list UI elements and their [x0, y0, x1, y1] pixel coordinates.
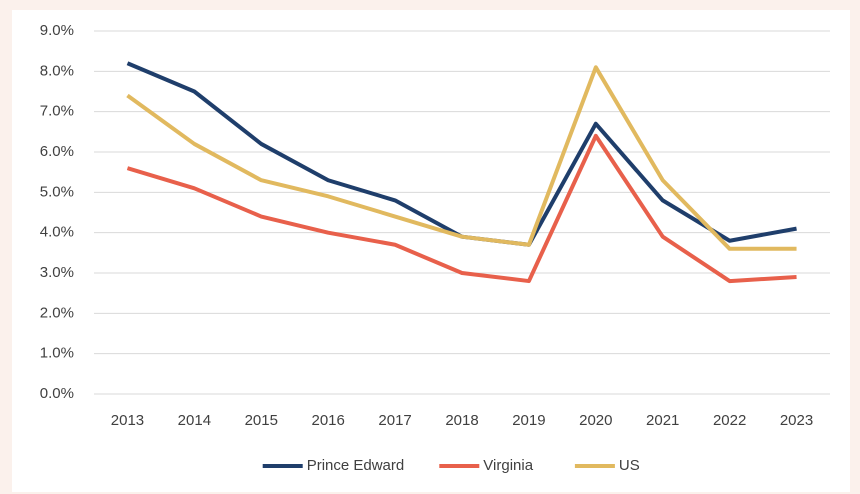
- x-tick-label: 2019: [512, 412, 545, 429]
- series-line: [126, 65, 797, 251]
- legend-label: US: [619, 457, 640, 474]
- x-tick-label: 2020: [579, 412, 612, 429]
- y-tick-label: 5.0%: [40, 183, 74, 200]
- x-tick-label: 2021: [646, 412, 679, 429]
- chart-panel: [12, 10, 850, 492]
- x-tick-label: 2015: [245, 412, 278, 429]
- legend-label: Prince Edward: [307, 457, 405, 474]
- y-tick-label: 4.0%: [40, 224, 74, 241]
- y-tick-label: 6.0%: [40, 143, 74, 160]
- series-line: [126, 133, 797, 284]
- y-tick-label: 9.0%: [40, 22, 74, 39]
- x-tick-label: 2016: [311, 412, 344, 429]
- x-tick-label: 2013: [111, 412, 144, 429]
- y-tick-label: 7.0%: [40, 103, 74, 120]
- y-tick-label: 3.0%: [40, 264, 74, 281]
- y-tick-label: 2.0%: [40, 304, 74, 321]
- y-tick-label: 8.0%: [40, 62, 74, 79]
- x-tick-label: 2017: [378, 412, 411, 429]
- y-tick-label: 0.0%: [40, 385, 74, 402]
- x-tick-label: 2022: [713, 412, 746, 429]
- x-tick-label: 2014: [178, 412, 211, 429]
- x-tick-label: 2023: [780, 412, 813, 429]
- x-tick-label: 2018: [445, 412, 478, 429]
- legend-label: Virginia: [483, 457, 533, 474]
- y-tick-label: 1.0%: [40, 345, 74, 362]
